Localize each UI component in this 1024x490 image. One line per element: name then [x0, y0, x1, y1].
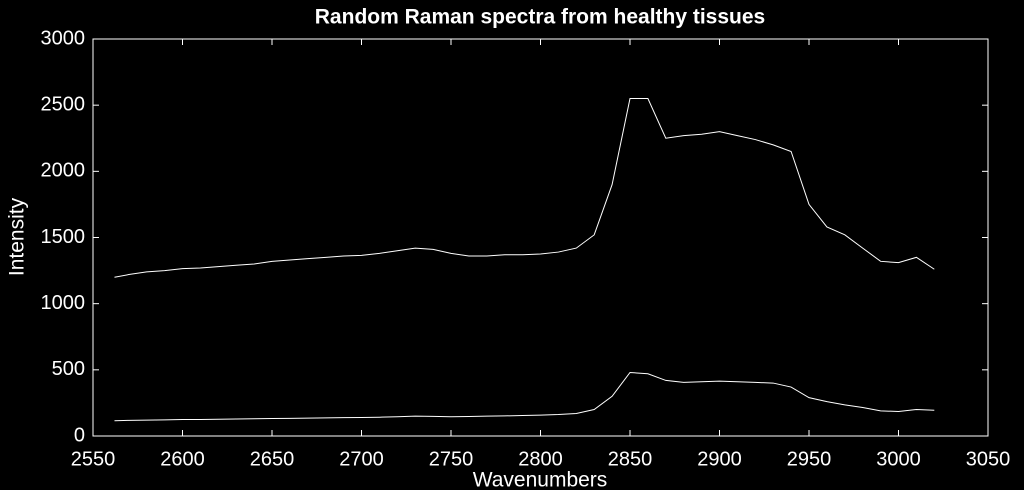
x-tick-label: 2950: [787, 448, 832, 470]
y-tick-label: 1500: [41, 226, 86, 248]
x-tick-label: 3050: [966, 448, 1011, 470]
y-tick-label: 3000: [41, 27, 86, 49]
y-tick-label: 2500: [41, 93, 86, 115]
y-tick-label: 2000: [41, 160, 86, 182]
y-tick-label: 0: [74, 424, 85, 446]
x-tick-label: 2650: [250, 448, 295, 470]
x-tick-label: 2550: [71, 448, 116, 470]
x-axis-label: Wavenumbers: [473, 469, 608, 490]
y-axis-label: Intensity: [6, 197, 29, 276]
y-tick-label: 500: [52, 358, 85, 380]
chart-title: Random Raman spectra from healthy tissue…: [315, 6, 765, 29]
x-tick-label: 2900: [697, 448, 742, 470]
y-tick-label: 1000: [41, 292, 86, 314]
x-tick-label: 2700: [339, 448, 384, 470]
x-tick-label: 2750: [429, 448, 474, 470]
x-tick-label: 2600: [160, 448, 205, 470]
x-tick-label: 2800: [518, 448, 563, 470]
spectrum-line: [114, 371, 935, 422]
spectrum-line: [114, 98, 935, 278]
x-tick-label: 3000: [876, 448, 921, 470]
x-tick-label: 2850: [608, 448, 653, 470]
